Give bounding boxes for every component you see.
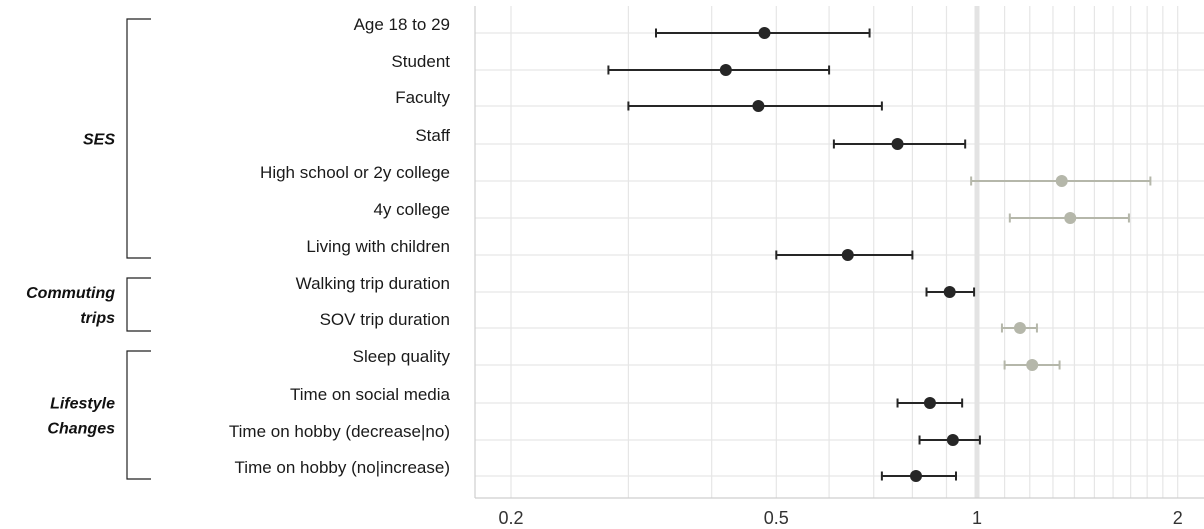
row-label: High school or 2y college [260, 163, 450, 182]
row-label: Staff [415, 126, 450, 145]
group-label: Lifestyle Changes [47, 396, 115, 438]
estimate-point [758, 27, 771, 39]
row-label: Time on social media [290, 385, 451, 404]
row-label: Living with children [306, 237, 450, 256]
group-bracket [126, 277, 151, 332]
group-label: Commuting trips [26, 285, 115, 327]
row-label: Faculty [395, 88, 450, 107]
estimate-point [841, 249, 854, 261]
group-bracket [126, 18, 151, 259]
x-tick-label: 2 [1173, 508, 1183, 528]
x-tick-label: 0.5 [764, 508, 789, 528]
row-label: SOV trip duration [320, 310, 450, 329]
estimate-point [1013, 322, 1026, 334]
estimate-point [946, 434, 959, 446]
row-label: Student [391, 52, 450, 71]
group-label-line: Lifestyle [50, 396, 115, 413]
x-axis-ticks: 0.2 0.5 1 2 [498, 508, 1182, 528]
grid-layer [474, 6, 1204, 499]
group-label-line: SES [83, 132, 115, 149]
estimate-point [909, 470, 922, 482]
group-bracket [126, 350, 151, 480]
row-labels: Age 18 to 29 Student Faculty Staff High scho… [229, 15, 451, 477]
estimate-point [1026, 359, 1039, 371]
data-marks [607, 27, 1152, 482]
row-label: Sleep quality [353, 347, 451, 366]
estimate-point [752, 100, 765, 112]
row-label: Walking trip duration [296, 274, 450, 293]
x-tick-label: 0.2 [498, 508, 523, 528]
group-brackets: SES Commuting trips Lifestyle Changes [26, 18, 151, 480]
estimate-point [719, 64, 732, 76]
row-label: 4y college [373, 200, 450, 219]
estimate-point [923, 397, 936, 409]
group-label: SES [83, 132, 115, 149]
row-label: Time on hobby (decrease|no) [229, 422, 450, 441]
estimate-point [943, 286, 956, 298]
row-label: Age 18 to 29 [354, 15, 450, 34]
estimate-point [891, 138, 904, 150]
estimate-point [1064, 212, 1077, 224]
x-tick-label: 1 [972, 508, 982, 528]
row-label: Time on hobby (no|increase) [235, 458, 450, 477]
group-label-line: trips [80, 310, 115, 327]
estimate-point [1055, 175, 1068, 187]
group-label-line: Commuting [26, 285, 115, 302]
group-label-line: Changes [47, 421, 115, 438]
